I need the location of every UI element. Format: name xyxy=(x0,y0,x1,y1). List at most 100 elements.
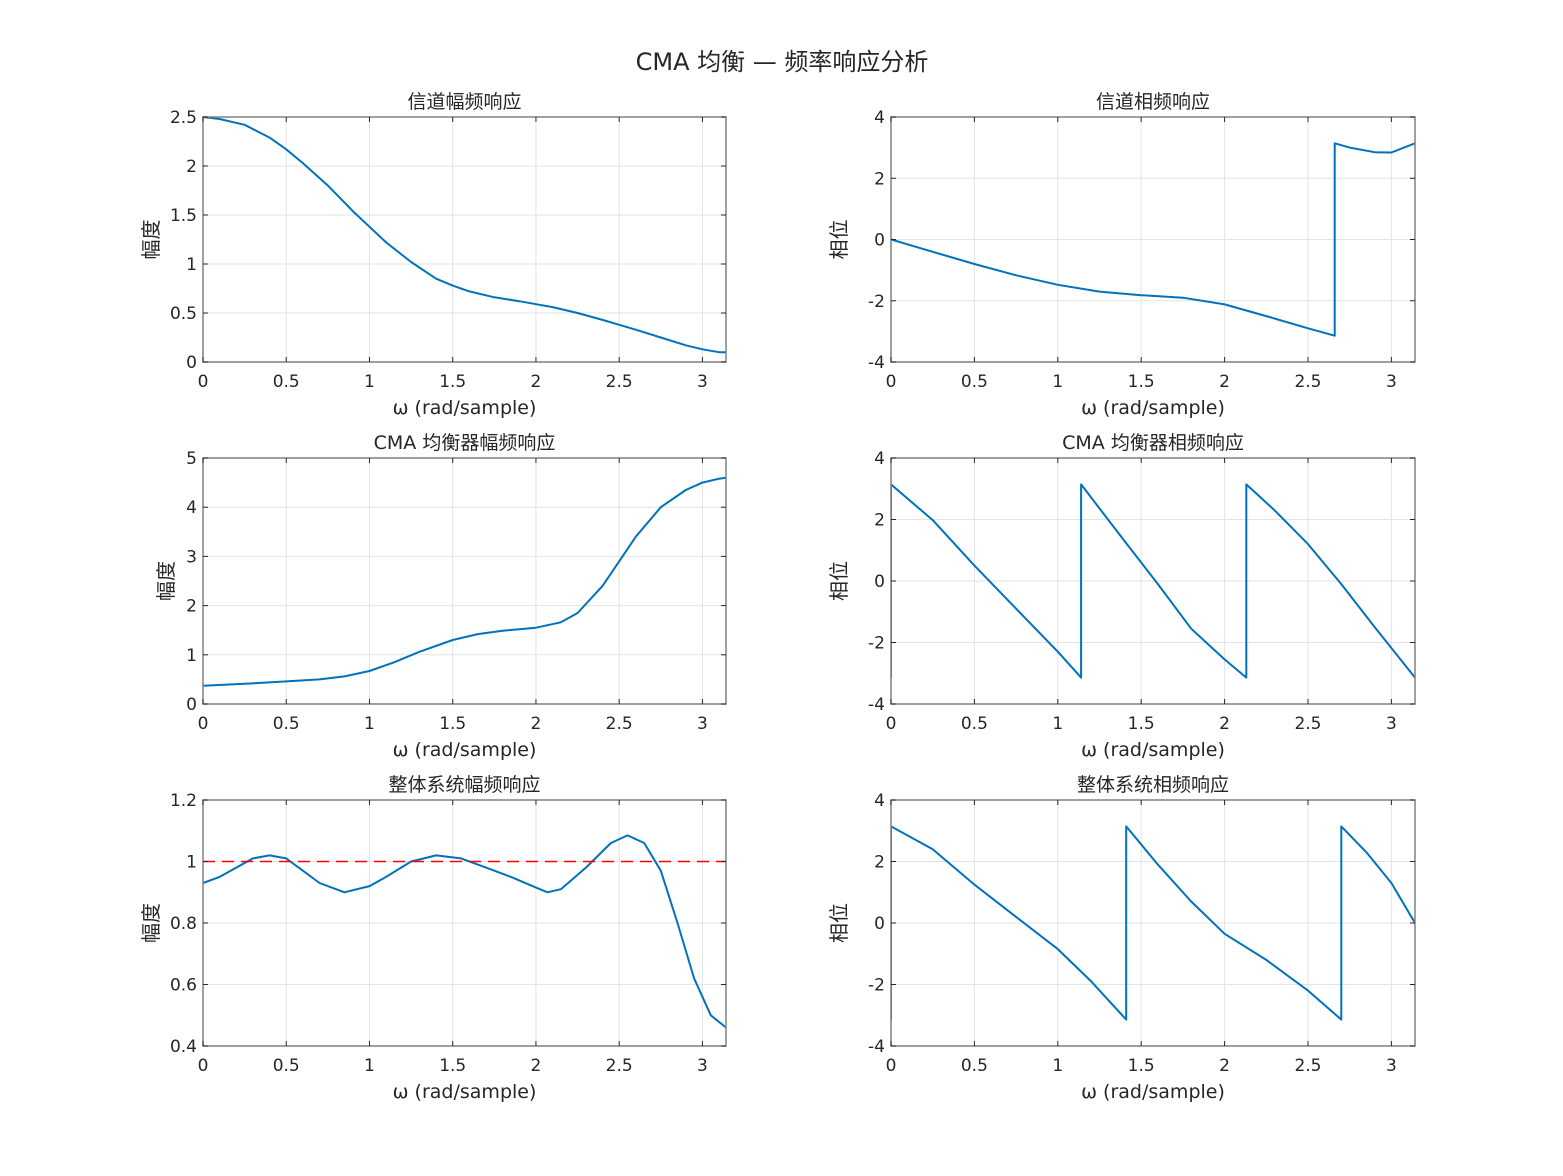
x-tick-label: 0.5 xyxy=(961,372,988,392)
axes-box xyxy=(202,457,727,705)
y-tick-label: -4 xyxy=(868,1037,885,1057)
y-tick-label: 4 xyxy=(874,449,885,469)
y-tick-label: 0 xyxy=(186,353,197,373)
data-line xyxy=(203,116,726,354)
x-tick-label: 1.5 xyxy=(439,714,466,734)
axes-title: CMA 均衡器幅频响应 xyxy=(374,432,556,454)
y-axis-label: 幅度 xyxy=(139,903,163,943)
x-tick-label: 2 xyxy=(1219,372,1230,392)
y-tick-label: 2 xyxy=(186,597,197,617)
x-tick-label: 1 xyxy=(1052,714,1063,734)
y-tick-label: 1.5 xyxy=(170,206,197,226)
y-tick-label: 2.5 xyxy=(170,108,197,128)
y-tick-label: -4 xyxy=(868,353,885,373)
x-tick-label: 0 xyxy=(198,372,209,392)
x-tick-label: 2 xyxy=(531,372,542,392)
x-tick-label: 2 xyxy=(531,714,542,734)
x-axis-label: ω (rad/sample) xyxy=(1081,397,1225,419)
axes-overall-phase: 0 0.5 1 1.5 2 2.5 3 -4 -2 0 2 4 整体系统相频响应 ω (rad/sampl… xyxy=(827,774,1416,1103)
y-tick-label: 4 xyxy=(874,791,885,811)
axes-title: 信道幅频响应 xyxy=(407,91,521,113)
axes-title: 信道相频响应 xyxy=(1096,91,1210,113)
figure-suptitle: CMA 均衡 — 频率响应分析 xyxy=(636,48,929,76)
axes-title: CMA 均衡器相频响应 xyxy=(1062,432,1244,454)
x-tick-label: 1 xyxy=(364,372,375,392)
y-tick-label: -2 xyxy=(868,976,885,996)
x-tick-label: 2.5 xyxy=(1294,372,1321,392)
x-tick-label: 1 xyxy=(364,1056,375,1076)
x-tick-label: 3 xyxy=(1386,1056,1397,1076)
y-tick-label: -4 xyxy=(868,695,885,715)
x-tick-label: 3 xyxy=(1386,372,1397,392)
x-axis-label: ω (rad/sample) xyxy=(393,739,537,761)
axes-channel-magnitude: 0 0.5 1 1.5 2 2.5 3 0 0.5 1 1.5 2 2.5 信道幅频响应 ω (rad/sa… xyxy=(139,91,727,419)
y-tick-label: 4 xyxy=(186,498,197,518)
y-tick-label: 0 xyxy=(874,572,885,592)
y-tick-label: 0.6 xyxy=(170,976,197,996)
axes-equalizer-phase: 0 0.5 1 1.5 2 2.5 3 -4 -2 0 2 4 CMA 均衡器相频响应 ω (rad/sa… xyxy=(827,432,1416,761)
y-tick-label: 0.4 xyxy=(170,1037,197,1057)
y-tick-label: 1 xyxy=(186,853,197,873)
x-tick-label: 2.5 xyxy=(1294,1056,1321,1076)
x-tick-label: 1.5 xyxy=(1128,372,1155,392)
x-tick-label: 2 xyxy=(1219,714,1230,734)
x-tick-label: 0.5 xyxy=(273,714,300,734)
x-tick-label: 1.5 xyxy=(1128,714,1155,734)
y-tick-label: 1.2 xyxy=(170,791,197,811)
y-tick-label: -2 xyxy=(868,292,885,312)
x-tick-label: 3 xyxy=(697,372,708,392)
x-tick-label: 2.5 xyxy=(606,372,633,392)
y-tick-label: 2 xyxy=(874,853,885,873)
y-axis-label: 相位 xyxy=(827,561,851,601)
axes-overall-magnitude: 0 0.5 1 1.5 2 2.5 3 0.4 0.6 0.8 1 1.2 整体系统幅频响应 ω (rad… xyxy=(139,774,727,1103)
x-tick-label: 0 xyxy=(198,714,209,734)
x-tick-label: 3 xyxy=(697,714,708,734)
axes-title: 整体系统幅频响应 xyxy=(388,774,540,796)
x-axis-label: ω (rad/sample) xyxy=(1081,1081,1225,1103)
x-tick-label: 1 xyxy=(1052,1056,1063,1076)
x-tick-label: 2 xyxy=(1219,1056,1230,1076)
y-tick-label: 0.8 xyxy=(170,914,197,934)
y-tick-label: 3 xyxy=(186,547,197,567)
x-tick-label: 0.5 xyxy=(273,372,300,392)
y-axis-label: 相位 xyxy=(827,903,851,943)
y-tick-label: 1 xyxy=(186,255,197,275)
y-tick-label: -2 xyxy=(868,634,885,654)
data-line xyxy=(203,834,726,1029)
x-tick-label: 0 xyxy=(886,714,897,734)
x-tick-label: 3 xyxy=(697,1056,708,1076)
x-tick-label: 3 xyxy=(1386,714,1397,734)
x-axis-label: ω (rad/sample) xyxy=(393,397,537,419)
axes-box xyxy=(202,116,727,363)
y-axis-label: 幅度 xyxy=(154,561,178,601)
x-tick-label: 2.5 xyxy=(1294,714,1321,734)
y-tick-label: 0 xyxy=(874,914,885,934)
data-line xyxy=(891,142,1415,337)
axes-title: 整体系统相频响应 xyxy=(1077,774,1229,796)
data-line xyxy=(203,476,726,687)
y-tick-label: 2 xyxy=(874,511,885,531)
x-tick-label: 2.5 xyxy=(606,1056,633,1076)
x-tick-label: 0.5 xyxy=(961,1056,988,1076)
axes-channel-phase: 0 0.5 1 1.5 2 2.5 3 -4 -2 0 2 4 信道相频响应 ω (rad/sample)… xyxy=(827,91,1416,419)
x-axis-label: ω (rad/sample) xyxy=(1081,739,1225,761)
y-tick-label: 2 xyxy=(874,169,885,189)
x-tick-label: 1.5 xyxy=(439,1056,466,1076)
x-tick-label: 1 xyxy=(1052,372,1063,392)
y-tick-label: 0.5 xyxy=(170,304,197,324)
x-tick-label: 1.5 xyxy=(439,372,466,392)
y-tick-label: 1 xyxy=(186,646,197,666)
axes-equalizer-magnitude: 0 0.5 1 1.5 2 2.5 3 0 1 2 3 4 5 CMA 均衡器幅频响应 ω (rad/sam… xyxy=(154,432,727,761)
x-tick-label: 0.5 xyxy=(273,1056,300,1076)
x-axis-label: ω (rad/sample) xyxy=(393,1081,537,1103)
data-line xyxy=(891,483,1415,679)
x-tick-label: 0 xyxy=(886,1056,897,1076)
y-axis-label: 幅度 xyxy=(139,220,163,260)
y-tick-label: 4 xyxy=(874,108,885,128)
x-tick-label: 0.5 xyxy=(961,714,988,734)
x-tick-label: 1.5 xyxy=(1128,1056,1155,1076)
data-line xyxy=(891,825,1415,1021)
x-tick-label: 1 xyxy=(364,714,375,734)
